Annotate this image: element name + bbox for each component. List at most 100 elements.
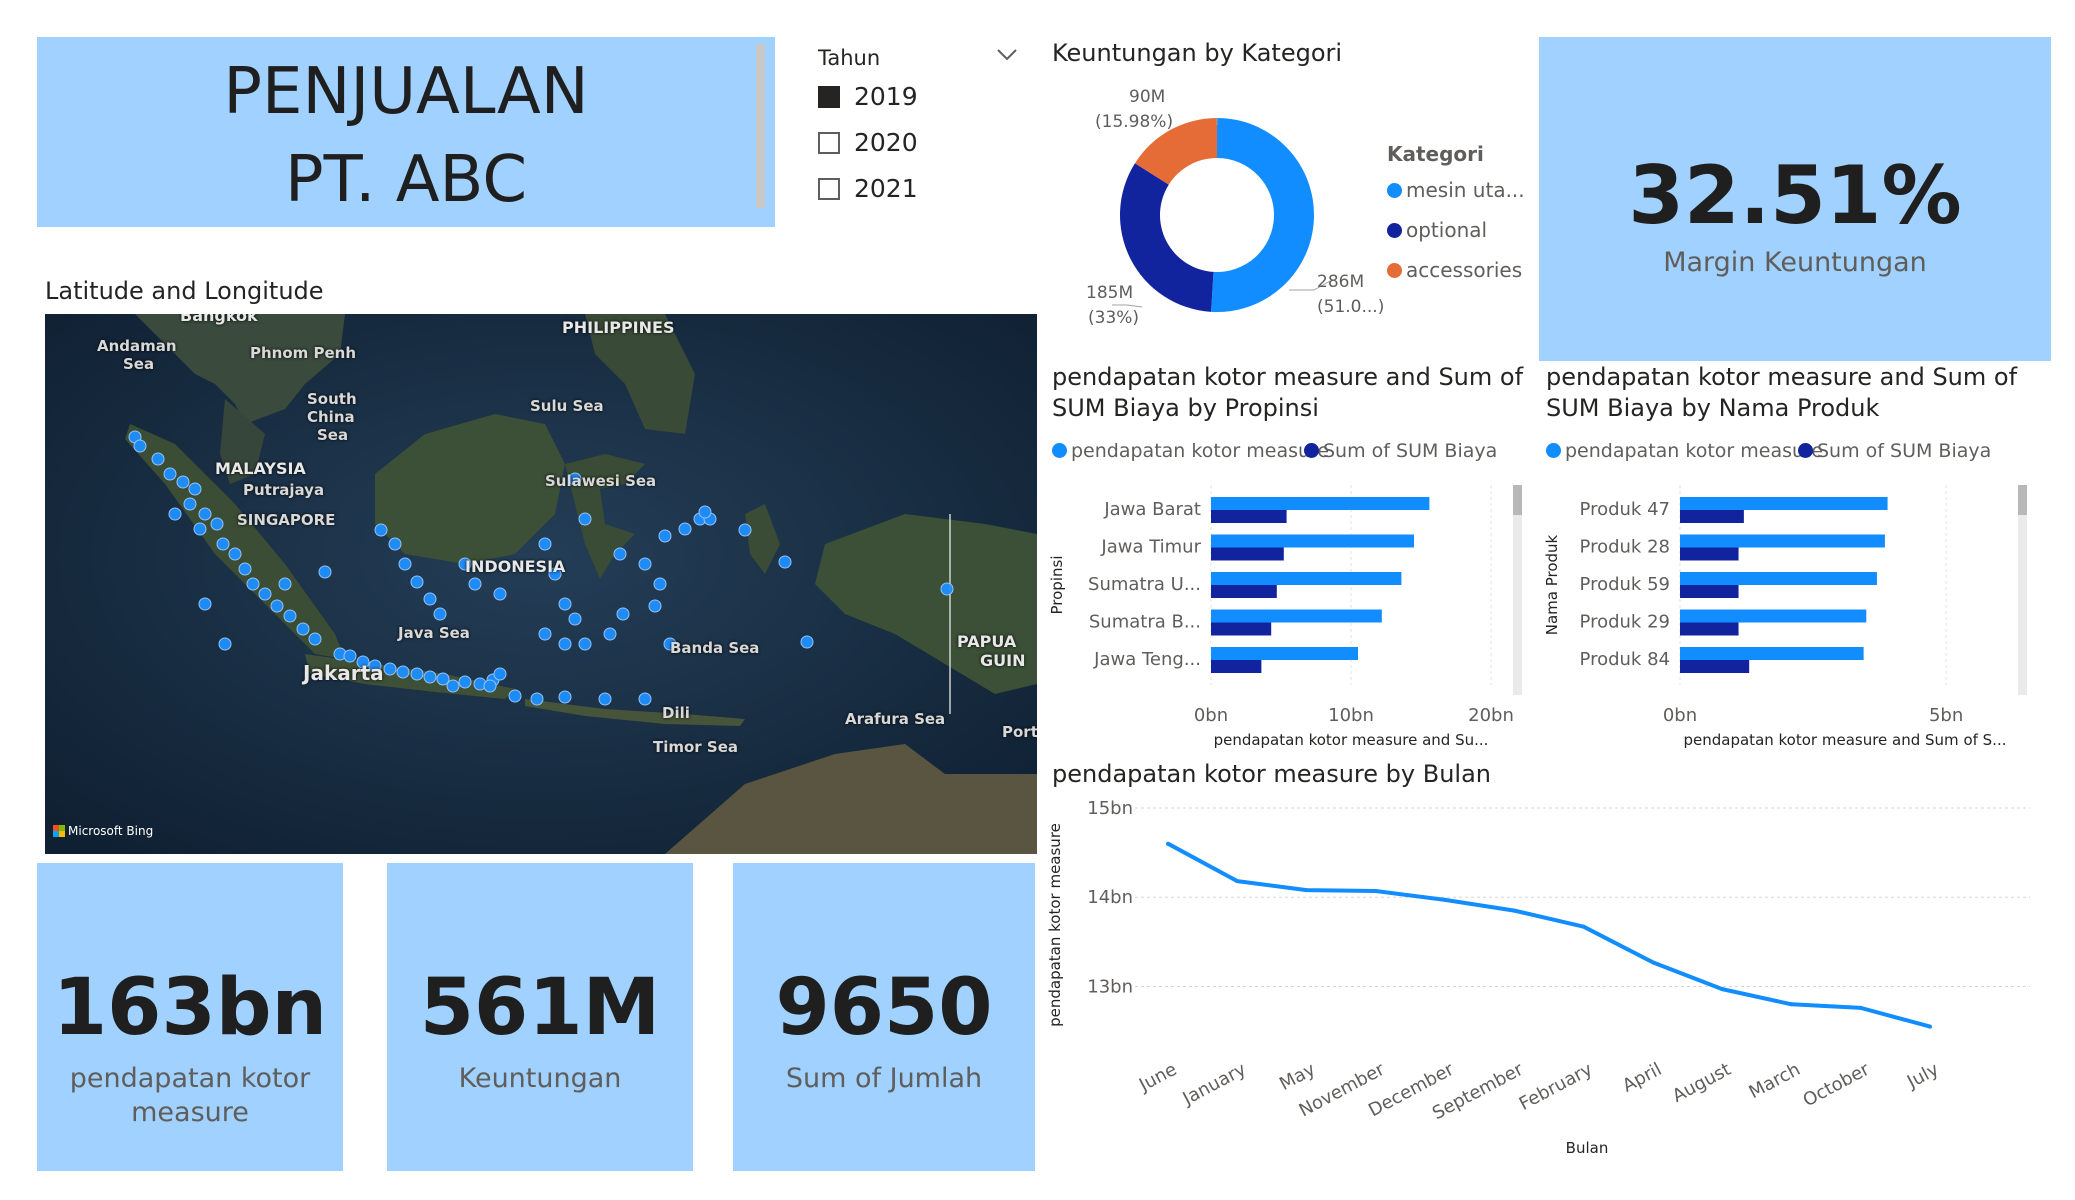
slice-label-accessories-pct: (15.98%) [1095, 112, 1174, 132]
map-label-phnom-penh: Phnom Penh [250, 344, 357, 362]
donut-slice-0 [1211, 118, 1315, 312]
bar-0-2 [1211, 572, 1402, 585]
line-point-11 [1928, 1024, 1932, 1029]
line-point-8 [1720, 987, 1725, 992]
legend-dot [1387, 223, 1402, 238]
map-terrain [45, 314, 1037, 854]
x-tick-label: April [1619, 1059, 1665, 1097]
donut-chart[interactable] [1052, 75, 1382, 375]
bar-0-0 [1680, 497, 1888, 510]
legend-dot [1546, 443, 1561, 458]
bar-1-0 [1680, 510, 1744, 523]
map-label-dili: Dili [662, 704, 690, 722]
bar-0-4 [1680, 647, 1864, 660]
y-axis-title: Propinsi [1048, 556, 1066, 615]
title-line-2: PT. ABC [284, 143, 528, 217]
x-tick-label: February [1516, 1059, 1597, 1115]
bar-1-3 [1211, 622, 1272, 636]
x-tick-label: 20bn [1468, 705, 1514, 726]
slice-label-mesin-pct: (51.0...) [1317, 297, 1385, 317]
donut-leader-lines [1112, 118, 1333, 308]
slicer-option-label: 2019 [854, 82, 918, 111]
bar-1-3 [1680, 622, 1739, 636]
legend-label: Sum of SUM Biaya [1817, 440, 1992, 462]
y-axis-title: Nama Produk [1543, 534, 1561, 635]
map-label-singapore: SINGAPORE [237, 511, 336, 529]
map-label-philippines: PHILIPPINES [562, 318, 675, 337]
line-point-1 [1235, 879, 1240, 884]
slice-label-optional-pct: (33%) [1088, 308, 1140, 328]
legend-label: optional [1406, 218, 1488, 242]
line-point-3 [1373, 888, 1378, 893]
kpi-label-margin: Margin Keuntungan [1663, 247, 1927, 278]
legend-dot [1052, 443, 1067, 458]
slicer-option-2021[interactable]: 2021 [818, 174, 918, 203]
bar-chart-propinsi[interactable]: 0bn 10bn 20bn Jawa Barat Jawa Timur Sumatra U… [1045, 475, 1535, 755]
donut-legend-mesin[interactable]: mesin uta... [1387, 178, 1525, 202]
x-tick-label: 0bn [1194, 705, 1228, 726]
bar-0-1 [1680, 534, 1885, 548]
bar-1-1 [1680, 547, 1739, 561]
donut-slice-1 [1120, 163, 1214, 312]
checkbox[interactable] [818, 178, 840, 200]
donut-slices [1120, 118, 1315, 312]
bing-logo: Microsoft Bing [53, 824, 153, 838]
y-tick-label: 13bn [1087, 976, 1133, 997]
map-label-java-sea: Java Sea [398, 624, 470, 642]
scrollbar-thumb [1513, 485, 1522, 515]
line-point-7 [1650, 960, 1655, 965]
x-tick-label: 5bn [1929, 705, 1963, 726]
title-card: PENJUALAN PT. ABC [37, 37, 775, 227]
y-tick-label: Jawa Barat [1103, 499, 1201, 520]
map-label-south-china: South [307, 390, 357, 408]
checkbox[interactable] [818, 132, 840, 154]
legend-label: pendapatan kotor measure [1071, 440, 1330, 462]
x-tick-label: October [1800, 1059, 1874, 1112]
y-tick-label: Jawa Teng... [1093, 649, 1201, 670]
map-label-malaysia: MALAYSIA [215, 459, 306, 478]
scrollbar-thumb [2018, 485, 2027, 515]
bar-propinsi-legend-pendapatan[interactable]: pendapatan kotor measure [1052, 440, 1329, 462]
kpi-value-jumlah: 9650 [775, 963, 993, 1053]
bar-chart-produk[interactable]: 0bn 5bn Produk 47 Produk 28 Produk 59 Produk … [1540, 475, 2040, 755]
slicer-title: Tahun [818, 46, 881, 70]
bar-produk-legend-pendapatan[interactable]: pendapatan kotor measure [1546, 440, 1823, 462]
donut-legend-title: Kategori [1387, 142, 1484, 166]
bar-propinsi-legend-biaya[interactable]: Sum of SUM Biaya [1304, 440, 1497, 462]
y-tick-label: Sumatra U... [1088, 574, 1201, 595]
map-title: Latitude and Longitude [45, 277, 324, 305]
map-label-andaman-sea: Sea [123, 355, 155, 373]
title-scrollbar[interactable] [756, 44, 765, 208]
y-tick-label: Produk 59 [1580, 574, 1670, 595]
map-label-arafura-sea: Arafura Sea [845, 710, 946, 728]
legend-label: accessories [1406, 258, 1523, 282]
bar-1-1 [1211, 547, 1284, 561]
map-points [128, 430, 954, 706]
slice-label-accessories-value: 90M [1129, 87, 1166, 107]
slicer-option-2019[interactable]: 2019 [818, 82, 918, 111]
x-axis-title: pendapatan kotor measure and Sum of S... [1684, 731, 2007, 749]
donut-legend-optional[interactable]: optional [1387, 218, 1487, 242]
map-label-indonesia: INDONESIA [465, 557, 566, 576]
slicer-option-label: 2021 [854, 174, 918, 203]
map-label-papua: PAPUA [957, 632, 1017, 651]
map-attribution: Microsoft Bing [68, 824, 154, 838]
bar-0-2 [1680, 572, 1877, 585]
chevron-down-icon[interactable] [996, 46, 1018, 62]
donut-legend-accessories[interactable]: accessories [1387, 258, 1522, 282]
x-tick-label: 10bn [1328, 705, 1374, 726]
bar-produk-legend-biaya[interactable]: Sum of SUM Biaya [1798, 440, 1991, 462]
line-series [1167, 841, 1931, 1029]
slicer-option-label: 2020 [854, 128, 918, 157]
y-tick-label: 14bn [1087, 887, 1133, 908]
line-point-0 [1166, 841, 1170, 846]
checkbox-checked[interactable] [818, 86, 840, 108]
map-visual[interactable]: Bangkok Andaman Sea Phnom Penh South Chi… [45, 314, 1037, 854]
legend-dot [1387, 263, 1402, 278]
slicer-option-2020[interactable]: 2020 [818, 128, 918, 157]
y-tick-label: 15bn [1087, 798, 1133, 819]
y-tick-label: Produk 28 [1580, 537, 1670, 558]
bar-0-1 [1211, 534, 1414, 548]
y-tick-label: Produk 84 [1580, 649, 1670, 670]
